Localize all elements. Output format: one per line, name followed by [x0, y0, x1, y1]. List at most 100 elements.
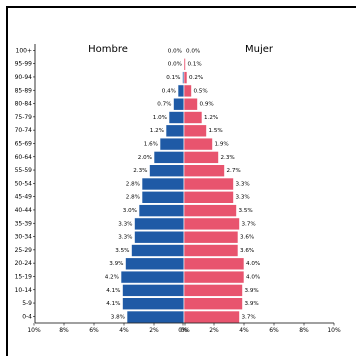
bar-mujer-85-89 — [183, 84, 192, 98]
data-label-hombre-90-94: 0.1% — [166, 75, 180, 81]
bar-hombre-75-79 — [168, 111, 185, 124]
data-label-mujer-0-4: 3.7% — [242, 314, 256, 320]
bar-hombre-50-54 — [141, 177, 185, 191]
bar-mujer-80-84 — [183, 97, 198, 111]
data-label-mujer-45-49: 3.3% — [236, 195, 250, 201]
age-label-50-54: 50-54 — [15, 180, 33, 187]
age-label-5-9: 5-9 — [22, 300, 32, 307]
bar-hombre-70-74 — [165, 124, 185, 138]
bar-mujer-95-99 — [183, 57, 186, 71]
data-label-mujer-90-94: 0.2% — [189, 75, 203, 81]
bar-mujer-30-34 — [183, 230, 239, 244]
age-label-40-44: 40-44 — [15, 207, 33, 214]
bar-mujer-0-4 — [183, 310, 240, 324]
data-label-hombre-50-54: 2.8% — [126, 181, 140, 187]
data-label-mujer-15-19: 4.0% — [246, 274, 260, 280]
age-label-60-64: 60-64 — [15, 154, 33, 161]
bar-mujer-10-14 — [183, 284, 243, 297]
x-tick-label-7: 2% — [209, 327, 219, 334]
data-label-hombre-65-69: 1.6% — [144, 141, 158, 147]
x-tick-label-11: 10% — [327, 327, 341, 334]
data-label-mujer-80-84: 0.9% — [200, 102, 214, 108]
age-label-100+: 100+ — [16, 47, 32, 54]
data-label-mujer-40-44: 3.5% — [239, 208, 253, 214]
data-label-hombre-55-59: 2.3% — [133, 168, 147, 174]
data-label-mujer-85-89: 0.5% — [194, 88, 208, 94]
bar-mujer-55-59 — [183, 164, 225, 177]
age-label-90-94: 90-94 — [15, 74, 33, 81]
bar-hombre-0-4 — [126, 310, 185, 324]
bar-hombre-80-84 — [173, 97, 185, 111]
bar-mujer-50-54 — [183, 177, 234, 191]
bar-mujer-15-19 — [183, 270, 245, 284]
bar-mujer-20-24 — [183, 257, 245, 271]
age-label-80-84: 80-84 — [15, 101, 33, 108]
age-label-15-19: 15-19 — [15, 273, 33, 280]
age-label-0-4: 0-4 — [22, 313, 32, 320]
data-label-hombre-85-89: 0.4% — [162, 88, 176, 94]
series-header-mujer: Mujer — [245, 44, 274, 55]
bar-hombre-65-69 — [159, 137, 185, 151]
x-tick-label-0: 10% — [27, 327, 41, 334]
x-tick-label-4: 2% — [149, 327, 159, 334]
data-label-hombre-0-4: 3.8% — [111, 314, 125, 320]
bar-hombre-25-29 — [131, 244, 185, 257]
bar-hombre-55-59 — [149, 164, 185, 177]
bar-mujer-25-29 — [183, 244, 239, 257]
age-label-10-14: 10-14 — [15, 287, 33, 294]
data-label-mujer-100+: 0.0% — [186, 48, 200, 54]
bar-hombre-60-64 — [153, 151, 185, 164]
data-label-mujer-65-69: 1.9% — [215, 141, 229, 147]
age-label-25-29: 25-29 — [15, 247, 33, 254]
series-header-hombre: Hombre — [88, 44, 128, 55]
age-label-35-39: 35-39 — [15, 220, 33, 227]
x-tick-label-5: 0% — [178, 327, 188, 334]
bar-hombre-45-49 — [141, 191, 185, 204]
bar-mujer-75-79 — [183, 111, 203, 124]
age-label-95-99: 95-99 — [15, 61, 33, 68]
data-label-hombre-60-64: 2.0% — [138, 155, 152, 161]
data-label-hombre-95-99: 0.0% — [168, 62, 182, 68]
data-label-mujer-70-74: 1.5% — [209, 128, 223, 134]
data-label-hombre-100+: 0.0% — [168, 48, 182, 54]
data-label-hombre-35-39: 3.3% — [118, 221, 132, 227]
data-label-hombre-5-9: 4.1% — [106, 301, 120, 307]
bar-mujer-35-39 — [183, 217, 240, 231]
bar-hombre-5-9 — [122, 297, 185, 311]
data-label-hombre-15-19: 4.2% — [105, 274, 119, 280]
data-label-mujer-55-59: 2.7% — [227, 168, 241, 174]
bar-hombre-30-34 — [134, 230, 185, 244]
x-tick-label-9: 6% — [269, 327, 279, 334]
data-label-mujer-20-24: 4.0% — [246, 261, 260, 267]
bar-mujer-40-44 — [183, 204, 237, 217]
x-tick-label-6: 0% — [180, 327, 190, 334]
data-label-hombre-45-49: 2.8% — [126, 195, 140, 201]
age-label-20-24: 20-24 — [15, 260, 33, 267]
data-label-hombre-70-74: 1.2% — [150, 128, 164, 134]
data-label-hombre-25-29: 3.5% — [115, 248, 129, 254]
age-label-30-34: 30-34 — [15, 234, 33, 241]
data-label-hombre-30-34: 3.3% — [118, 235, 132, 241]
bar-mujer-70-74 — [183, 124, 207, 138]
data-label-mujer-60-64: 2.3% — [221, 155, 235, 161]
data-label-hombre-40-44: 3.0% — [123, 208, 137, 214]
bar-mujer-60-64 — [183, 151, 219, 164]
age-label-55-59: 55-59 — [15, 167, 33, 174]
data-label-mujer-5-9: 3.9% — [245, 301, 259, 307]
data-label-mujer-75-79: 1.2% — [204, 115, 218, 121]
data-label-hombre-10-14: 4.1% — [106, 288, 120, 294]
x-tick-label-8: 4% — [239, 327, 249, 334]
x-tick-label-3: 4% — [119, 327, 129, 334]
age-label-65-69: 65-69 — [15, 140, 33, 147]
bar-hombre-40-44 — [138, 204, 185, 217]
bar-hombre-85-89 — [177, 84, 185, 98]
bar-mujer-45-49 — [183, 191, 234, 204]
age-label-85-89: 85-89 — [15, 87, 33, 94]
x-tick-label-1: 8% — [59, 327, 69, 334]
data-label-mujer-10-14: 3.9% — [245, 288, 259, 294]
data-label-hombre-80-84: 0.7% — [157, 102, 171, 108]
data-label-hombre-75-79: 1.0% — [153, 115, 167, 121]
bar-mujer-90-94 — [183, 71, 188, 84]
age-label-75-79: 75-79 — [15, 114, 33, 121]
